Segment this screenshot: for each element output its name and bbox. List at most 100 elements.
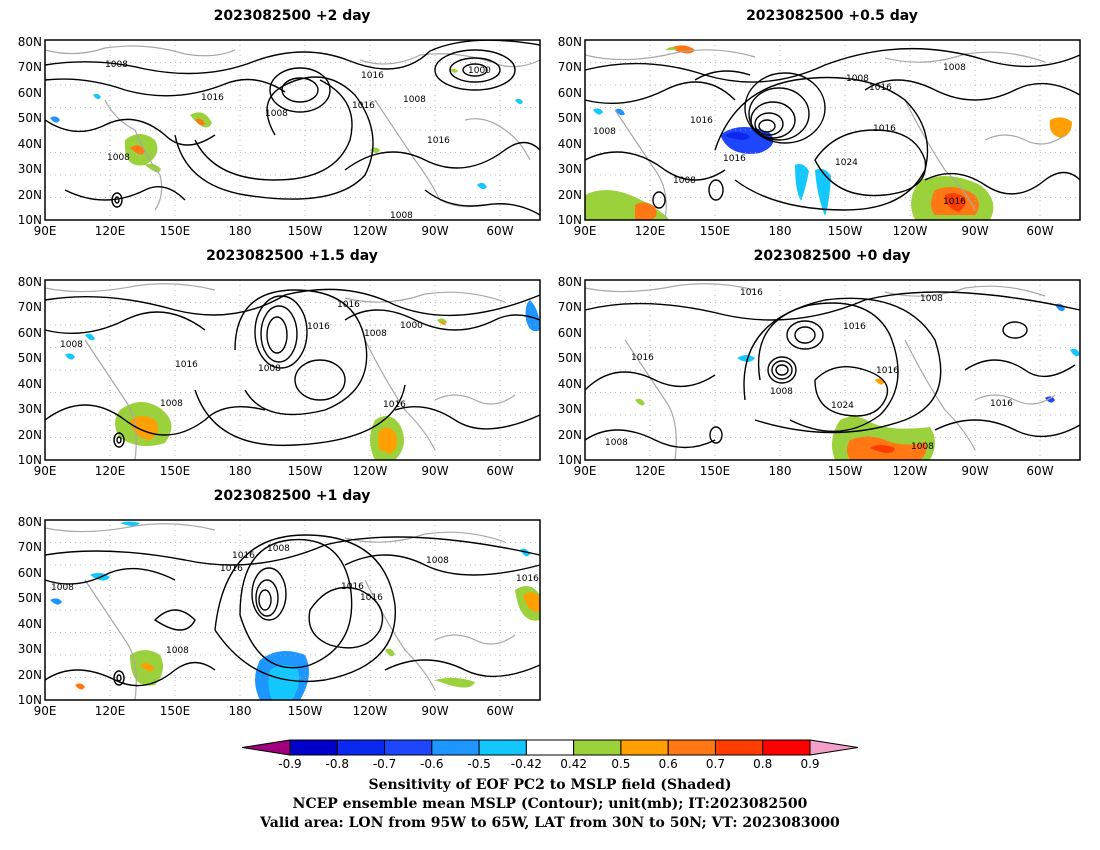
shade-patch [737, 355, 755, 362]
isobar [652, 191, 666, 209]
lon-tick: 120W [353, 704, 388, 718]
isobar [44, 288, 541, 317]
colorbar-box [573, 739, 622, 756]
isobar [864, 79, 1081, 101]
shade-patch [815, 168, 831, 216]
grid-layer [45, 280, 540, 460]
isobar [584, 371, 716, 391]
x-axis-ticks: 90E 120E 150E 180 150W 120W 90W 60W [574, 464, 1054, 478]
grid-layer [45, 40, 540, 220]
shade-patch [665, 47, 677, 50]
colorbar-tick-label: -0.6 [420, 757, 443, 771]
y-axis-ticks: 10N 20N 30N 40N 50N 60N 70N 80N [18, 275, 42, 467]
colorbar-box [384, 739, 433, 756]
isobar [44, 404, 266, 436]
caption-line-1: Sensitivity of EOF PC2 to MSLP field (Sh… [368, 777, 731, 793]
contour-label: 1008 [390, 211, 413, 221]
map-background [585, 280, 1080, 460]
lon-tick: 150W [288, 224, 323, 238]
isobar [44, 661, 216, 687]
coastline [434, 394, 516, 405]
isobar [214, 534, 396, 683]
contour-label: 1016 [341, 582, 364, 592]
isobar [744, 72, 826, 144]
contour-label: 1008 [605, 438, 628, 448]
lon-tick: 180 [769, 464, 792, 478]
contour-label: 1016 [943, 197, 966, 207]
shade-patch [140, 663, 154, 672]
coastline-layer [584, 283, 1056, 461]
contour-label: 1008 [267, 544, 290, 554]
lon-tick: 150W [288, 704, 323, 718]
coastline [624, 339, 677, 461]
coastline [364, 339, 436, 451]
panel-plus-0-5-day: 2023082500 +0.5 day [558, 8, 1081, 238]
contour-label: 1016 [990, 399, 1013, 409]
coastline [884, 285, 1046, 297]
colorbar-box [714, 739, 764, 756]
isobar [254, 295, 308, 369]
colorbar-box [525, 739, 575, 756]
coastline [614, 109, 667, 221]
isobar [116, 436, 122, 444]
lon-tick: 90W [421, 464, 448, 478]
caption-line-2: NCEP ensemble mean MSLP (Contour); unit(… [293, 796, 808, 812]
map-area: 1008 1016 1000 1016 1008 1008 1016 1008 … [18, 35, 541, 238]
coastline [104, 99, 163, 211]
isobar [44, 536, 541, 566]
coastline [84, 579, 137, 701]
shade-patch [523, 592, 540, 613]
coastline-layer [44, 283, 516, 461]
lon-tick: 90E [574, 464, 597, 478]
contour-label: 1016 [232, 551, 255, 561]
lon-tick: 60W [486, 464, 513, 478]
contour-label: 1016 [690, 116, 713, 126]
isobar [239, 538, 353, 669]
contour-label: 1008 [51, 583, 74, 593]
isobar [584, 429, 716, 449]
isobar [44, 39, 541, 75]
isobar [924, 171, 1081, 195]
map-frame [44, 279, 541, 461]
lat-tick: 10N [18, 213, 42, 227]
contour-label: 1008 [60, 340, 83, 350]
contour-label: 1016 [723, 154, 746, 164]
lon-tick: 60W [1026, 464, 1053, 478]
lat-tick: 80N [18, 35, 42, 49]
x-axis-ticks: 90E 120E 150E 180 150W 120W 90W 60W [574, 224, 1054, 238]
isobar [174, 76, 374, 200]
isobar [194, 79, 353, 181]
contour-label: 1008 [403, 95, 426, 105]
isobar [44, 567, 176, 585]
lat-tick: 70N [558, 300, 582, 314]
lat-tick: 20N [558, 188, 582, 202]
map-area: 1016 1008 1016 1008 1016 1016 1008 1016 … [18, 515, 541, 718]
y-axis-ticks: 10N 20N 30N 40N 50N 60N 70N 80N [558, 275, 582, 467]
colorbar-tick-label: 0.42 [560, 757, 587, 771]
lon-tick: 120W [353, 464, 388, 478]
contour-label: 1016 [516, 574, 539, 584]
lat-tick: 30N [18, 402, 42, 416]
contour-label: 1008 [846, 74, 869, 84]
lon-tick: 150E [700, 464, 731, 478]
isobar [694, 70, 751, 81]
contour-label: 1008 [920, 294, 943, 304]
shade-patch [130, 145, 145, 155]
y-axis-ticks: 10N 20N 30N 40N 50N 60N 70N 80N [18, 515, 42, 707]
coastline-layer [44, 523, 516, 701]
lon-tick: 180 [769, 224, 792, 238]
map-frame [44, 39, 541, 221]
coastline [344, 291, 506, 303]
coastline [44, 523, 216, 533]
isobar [794, 326, 816, 344]
contour-label: 1016 [360, 593, 383, 603]
lat-tick: 70N [18, 540, 42, 554]
coastline [584, 283, 756, 293]
contour-label: 1016 [873, 124, 896, 134]
isobar [462, 63, 488, 77]
contour-label: 1016 [383, 400, 406, 410]
shade-patch [615, 108, 625, 116]
isobar [767, 356, 797, 384]
colorbar-tick-label: -0.9 [278, 757, 301, 771]
lon-tick: 90W [421, 224, 448, 238]
